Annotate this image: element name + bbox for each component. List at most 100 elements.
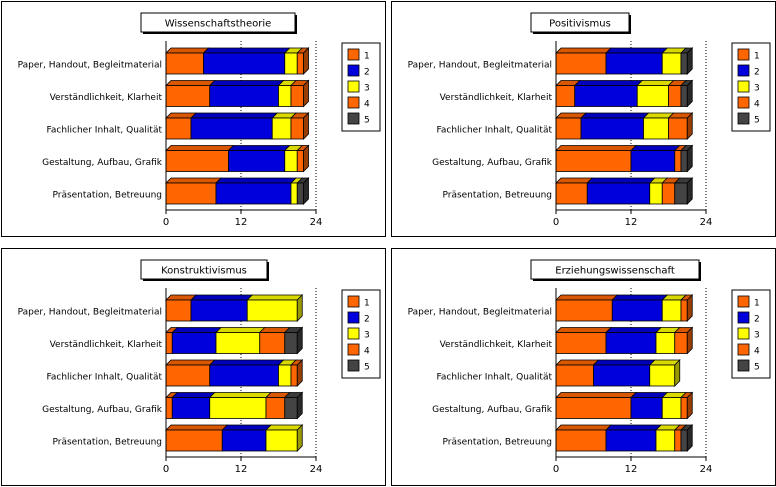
x-tick-label: 24 (700, 217, 713, 228)
bar-segment (555, 182, 588, 205)
category-label: Gestaltung, Aufbau, Grafik (432, 158, 553, 168)
x-tick-label: 12 (625, 217, 638, 228)
bar-segment (655, 429, 676, 452)
legend-label: 3 (754, 84, 760, 94)
bar-segment (290, 182, 298, 205)
bar-top-face (611, 294, 669, 301)
bar-top-face (202, 47, 291, 54)
bar-segment (215, 182, 292, 205)
bar-segment (649, 364, 676, 387)
bar-top-face (555, 424, 612, 431)
chart-panel-1: Wissenschaftstheorie Paper, Handout, Begl… (1, 1, 386, 237)
bar-top-face (605, 47, 669, 54)
bar-segment (284, 332, 298, 354)
legend-swatch (737, 112, 750, 125)
legend-swatch (737, 48, 750, 61)
bar-segment (171, 397, 211, 419)
bar-segment (246, 299, 298, 322)
legend-label: 2 (364, 68, 370, 78)
bar-side-face (296, 294, 303, 322)
bar-top-face (555, 359, 600, 366)
legend-swatch (347, 311, 360, 324)
legend-label: 1 (754, 299, 760, 309)
bar-segment (661, 52, 682, 75)
legend-swatch (347, 96, 360, 109)
legend-label: 2 (364, 315, 370, 325)
bar-top-face (165, 47, 210, 54)
bar-segment (221, 429, 267, 452)
bar-segment (680, 150, 688, 172)
chart-panel-4: Erziehungswissenschaft Paper, Handout, Be… (391, 248, 776, 486)
legend-label: 1 (364, 52, 370, 62)
bar-segment (284, 397, 298, 419)
bar-segment (680, 397, 688, 419)
bar-segment (555, 85, 576, 107)
bar-segment (165, 364, 211, 387)
bar-segment (165, 150, 229, 172)
bar-segment (228, 150, 286, 172)
legend-swatch (347, 80, 360, 93)
bar-segment (680, 299, 688, 322)
bar-top-face (165, 359, 216, 366)
bar-side-face (686, 391, 693, 420)
x-tick-label: 12 (625, 464, 638, 475)
bar-segment (265, 397, 286, 419)
bar-segment (278, 364, 292, 387)
chart-panel-3: Konstruktivismus Paper, Handout, Begleitm… (1, 248, 386, 486)
legend-label: 3 (754, 331, 760, 341)
bar-segment (674, 182, 688, 205)
category-label: Verständlichkeit, Klarheit (440, 340, 553, 350)
x-tick-label: 24 (310, 217, 323, 228)
bar-side-face (686, 294, 693, 322)
category-label: Fachlicher Inhalt, Qualität (437, 126, 553, 136)
legend-swatch (737, 64, 750, 77)
bar-segment (296, 52, 304, 75)
legend-swatch (347, 112, 360, 125)
bar-segment (165, 117, 192, 140)
bar-side-face (686, 47, 693, 75)
bar-segment (630, 150, 676, 172)
bar-top-face (221, 424, 272, 431)
bar-segment (661, 397, 682, 419)
bar-segment (586, 182, 651, 205)
bar-segment (643, 117, 669, 140)
bar-top-face (165, 145, 235, 151)
bar-top-face (208, 359, 285, 366)
category-label: Fachlicher Inhalt, Qualität (47, 373, 163, 383)
category-label: Fachlicher Inhalt, Qualität (437, 373, 553, 383)
bar-segment (593, 364, 651, 387)
legend-label: 4 (364, 347, 370, 357)
bar-segment (680, 52, 688, 75)
legend-swatch (347, 359, 360, 372)
x-tick-label: 24 (310, 464, 323, 475)
legend-swatch (347, 343, 360, 356)
bar-segment (190, 299, 248, 322)
bar-top-face (555, 294, 619, 301)
category-label: Paper, Handout, Begleitmaterial (408, 61, 552, 71)
bar-segment (259, 332, 286, 354)
bar-segment (165, 85, 211, 107)
bar-segment (165, 182, 217, 205)
chart-panel-2: Positivismus Paper, Handout, Begleitmater… (391, 1, 776, 237)
category-label: Präsentation, Betreuung (52, 191, 162, 201)
bar-top-face (246, 294, 304, 301)
bar-segment (661, 182, 676, 205)
x-tick-label: 12 (235, 217, 248, 228)
bar-segment (215, 332, 261, 354)
x-tick-label: 12 (235, 464, 248, 475)
bar-segment (574, 85, 638, 107)
bar-segment (203, 52, 286, 75)
bar-top-face (190, 294, 254, 301)
bar-segment (605, 52, 663, 75)
bar-segment (290, 117, 304, 140)
bar-segment (555, 429, 607, 452)
bar-segment (165, 429, 223, 452)
bar-side-face (686, 144, 693, 173)
bar-top-face (208, 392, 272, 398)
legend-swatch (737, 359, 750, 372)
legend-label: 4 (364, 100, 370, 110)
title-box (530, 259, 700, 280)
title-box (140, 12, 296, 33)
x-tick-label: 0 (163, 464, 169, 475)
legend-swatch (737, 327, 750, 340)
